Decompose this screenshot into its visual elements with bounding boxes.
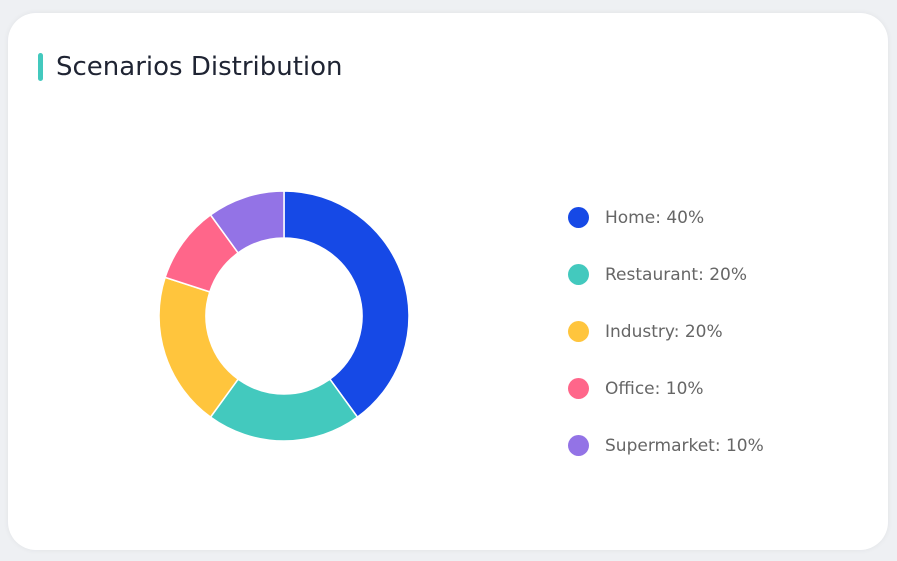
slice-supermarket[interactable] bbox=[209, 190, 285, 254]
legend-item-office[interactable]: Office: 10% bbox=[568, 360, 764, 417]
title-accent-bar bbox=[38, 53, 43, 81]
legend-dot-icon bbox=[568, 378, 589, 399]
card-title: Scenarios Distribution bbox=[56, 52, 343, 82]
slice-restaurant[interactable] bbox=[209, 378, 359, 442]
legend-label: Industry: 20% bbox=[605, 321, 723, 342]
legend-label: Supermarket: 10% bbox=[605, 435, 764, 456]
legend-dot-icon bbox=[568, 207, 589, 228]
legend-item-supermarket[interactable]: Supermarket: 10% bbox=[568, 417, 764, 474]
legend-label: Home: 40% bbox=[605, 207, 705, 228]
slice-industry[interactable] bbox=[158, 276, 240, 419]
legend-dot-icon bbox=[568, 321, 589, 342]
legend: Home: 40% Restaurant: 20% Industry: 20% Off… bbox=[568, 189, 764, 474]
legend-dot-icon bbox=[568, 435, 589, 456]
donut-chart bbox=[158, 190, 410, 442]
legend-label: Office: 10% bbox=[605, 378, 704, 399]
legend-dot-icon bbox=[568, 264, 589, 285]
legend-label: Restaurant: 20% bbox=[605, 264, 747, 285]
slice-home[interactable] bbox=[283, 190, 410, 419]
legend-item-industry[interactable]: Industry: 20% bbox=[568, 303, 764, 360]
chart-card: Scenarios Distribution Home: 40% Restaura… bbox=[8, 13, 888, 550]
legend-item-home[interactable]: Home: 40% bbox=[568, 189, 764, 246]
legend-item-restaurant[interactable]: Restaurant: 20% bbox=[568, 246, 764, 303]
